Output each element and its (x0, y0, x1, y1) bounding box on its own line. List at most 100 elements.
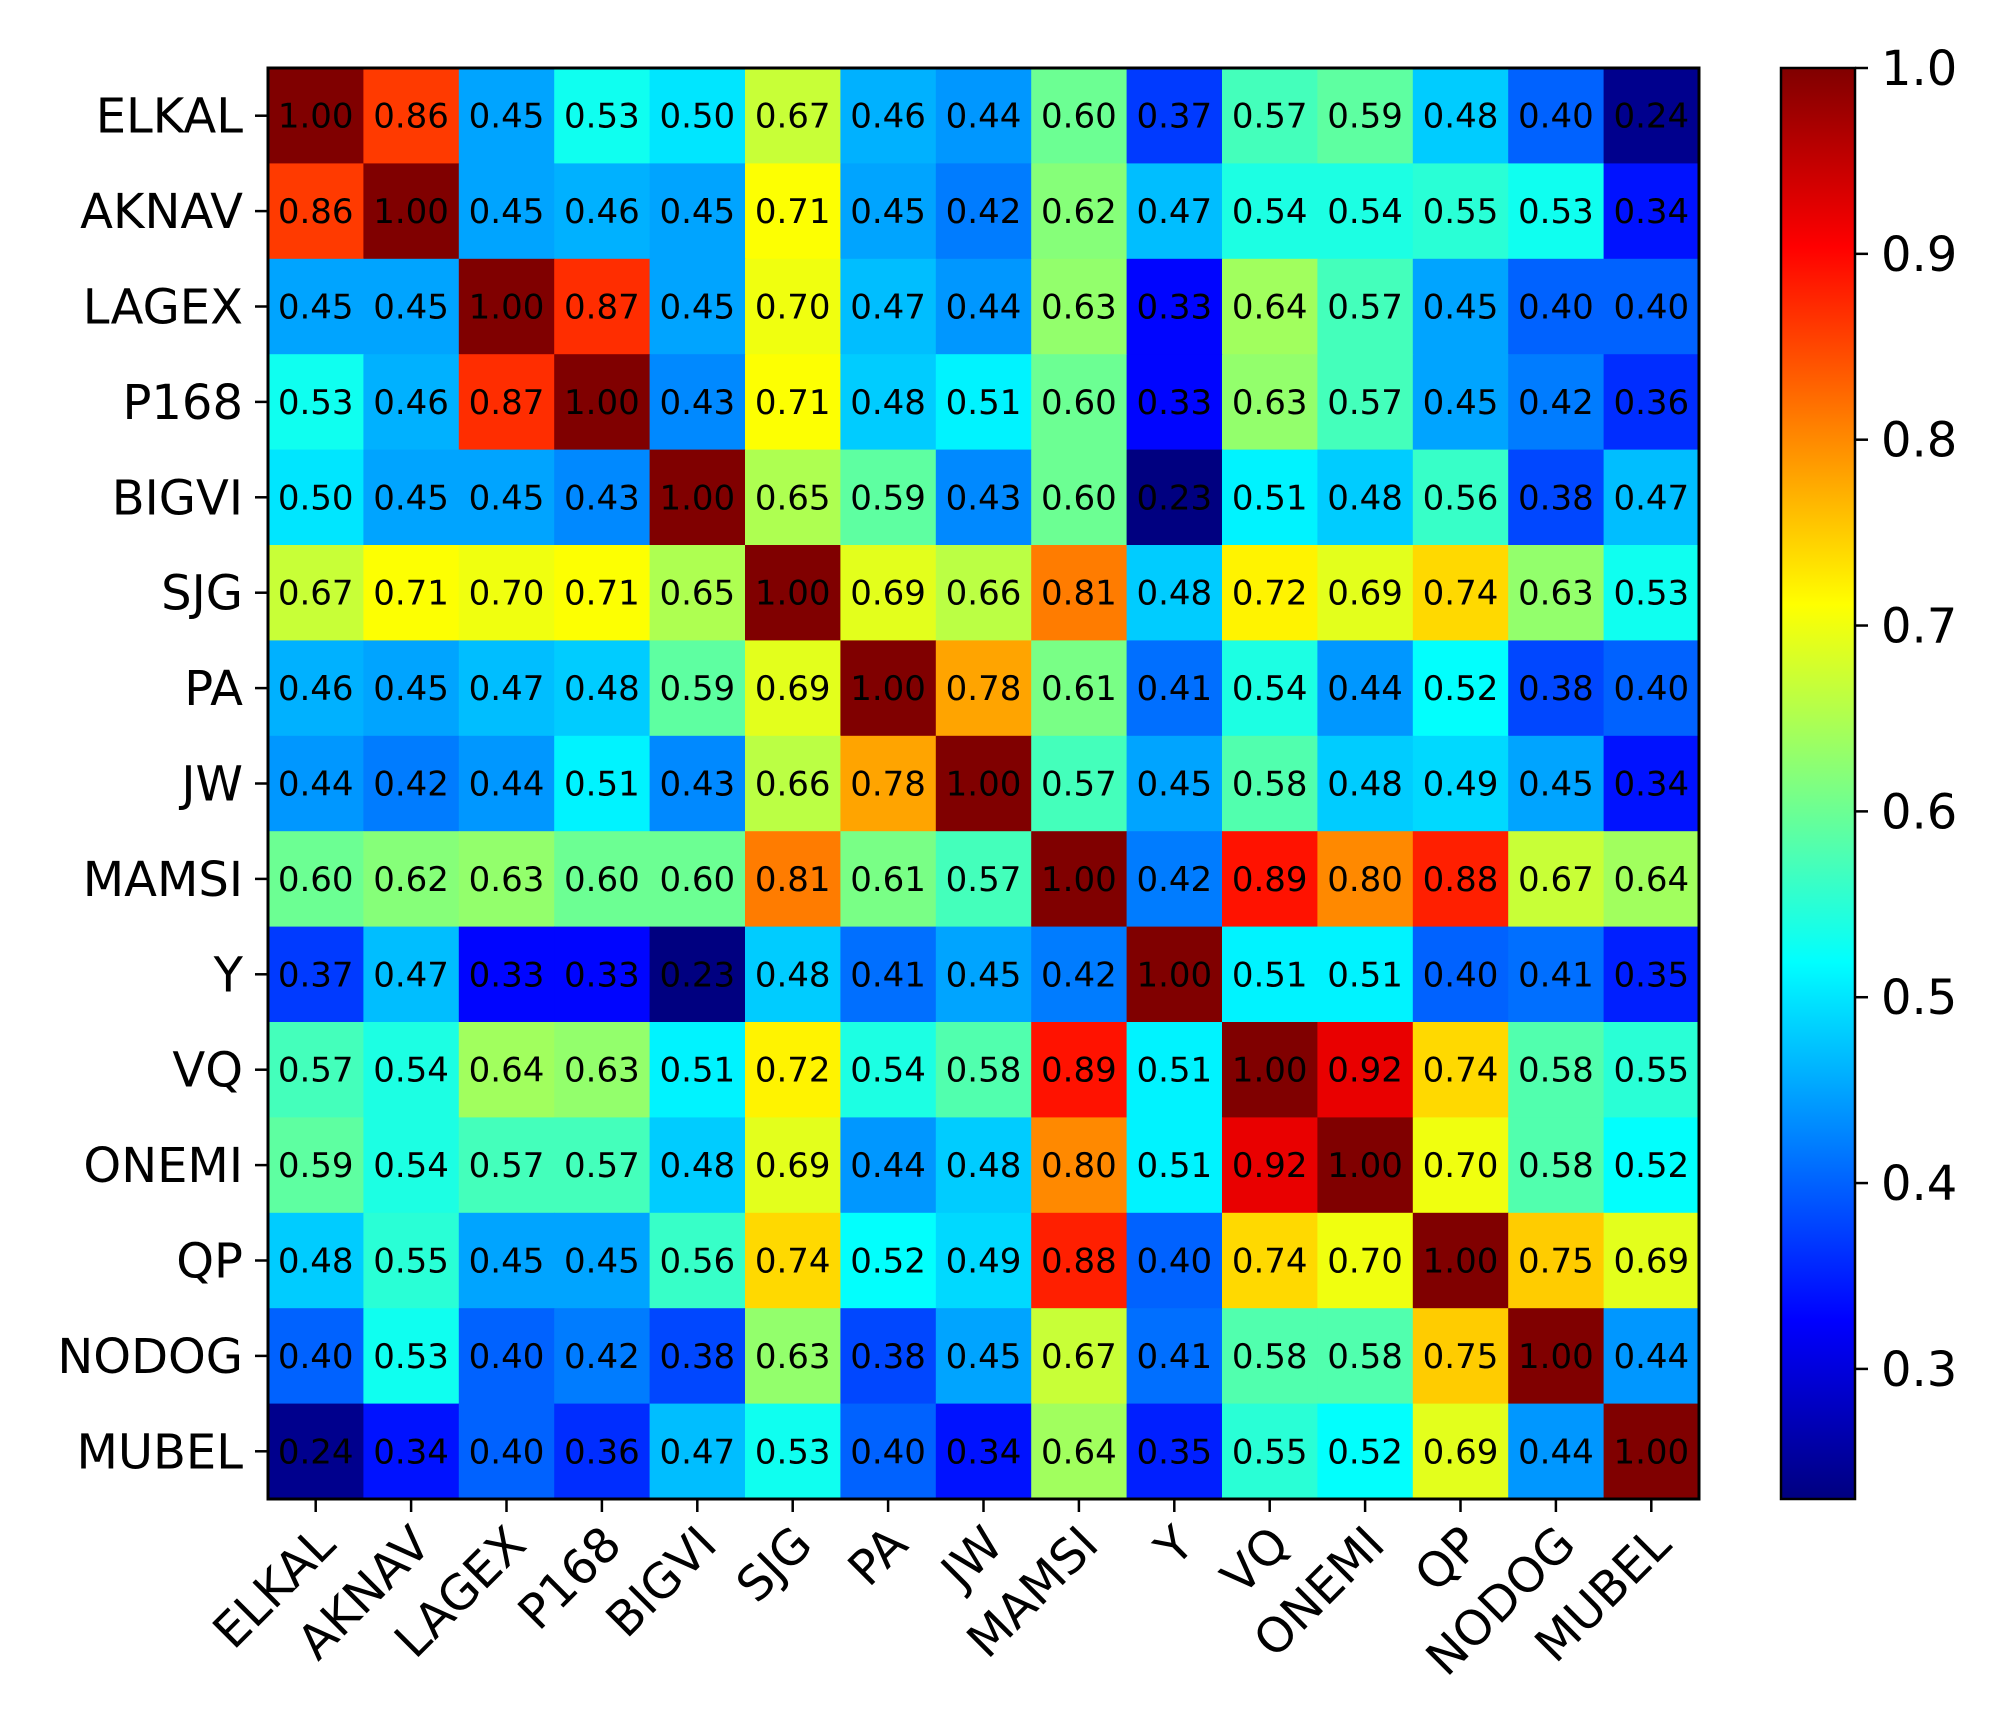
heatmap-cell-lagex-pa (840, 258, 937, 355)
heatmap-cell-pa-pa (840, 640, 937, 737)
heatmap-cell-sjg-qp (1412, 545, 1509, 641)
heatmap-cell-sjg-pa (840, 545, 937, 641)
cell-value-label: 0.48 (659, 1146, 735, 1186)
heatmap-cell-onemi-mamsi (1031, 1117, 1128, 1214)
heatmap-cell-elkal-nodog (1508, 68, 1605, 164)
cell-value-label: 0.69 (755, 669, 831, 709)
cell-value-label: 0.47 (1613, 478, 1689, 518)
heatmap-cell-mamsi-pa (840, 831, 937, 928)
cell-value-label: 0.53 (1518, 192, 1594, 232)
cell-value-label: 0.35 (1136, 1432, 1212, 1472)
cell-value-label: 0.44 (1327, 669, 1403, 709)
heatmap-cell-nodog-p168 (554, 1308, 651, 1405)
cell-value-label: 0.23 (1136, 478, 1212, 518)
heatmap-cell-bigvi-pa (840, 449, 937, 546)
cell-value-label: 0.51 (1327, 955, 1403, 995)
cell-value-label: 0.48 (278, 1242, 354, 1282)
heatmap-cell-mubel-nodog (1508, 1403, 1605, 1500)
heatmap-cell-y-qp (1412, 926, 1509, 1023)
cell-value-label: 0.65 (659, 574, 735, 614)
cell-value-label: 0.70 (469, 574, 545, 614)
cell-value-label: 0.48 (1136, 574, 1212, 614)
heatmap-cell-mamsi-aknav (363, 831, 460, 928)
cell-value-label: 0.88 (1041, 1242, 1117, 1282)
cell-value-label: 0.58 (1232, 765, 1308, 805)
heatmap-cell-pa-mubel (1603, 640, 1700, 737)
cell-value-label: 0.40 (850, 1432, 926, 1472)
heatmap-cell-bigvi-sjg (745, 449, 841, 546)
heatmap-cell-mubel-sjg (745, 1403, 841, 1500)
cell-value-label: 0.63 (564, 1051, 640, 1091)
y-tick-label: PA (184, 661, 243, 717)
cell-value-label: 0.45 (659, 192, 735, 232)
y-tick-label: LAGEX (83, 280, 243, 336)
cell-value-label: 0.64 (1232, 288, 1308, 328)
heatmap-cell-mubel-lagex (458, 1403, 555, 1500)
heatmap-cell-elkal-jw (935, 68, 1032, 164)
heatmap-cell-vq-jw (935, 1022, 1032, 1118)
cell-value-label: 0.89 (1041, 1051, 1117, 1091)
cell-value-label: 0.41 (1136, 1337, 1212, 1377)
cell-value-label: 0.80 (1327, 860, 1403, 900)
cell-value-label: 0.53 (1613, 574, 1689, 614)
heatmap-cell-nodog-mubel (1603, 1308, 1700, 1405)
cell-value-label: 0.46 (373, 383, 449, 423)
cell-value-label: 0.41 (850, 955, 926, 995)
heatmap-cell-lagex-elkal (268, 258, 364, 355)
heatmap-cell-elkal-p168 (554, 68, 651, 164)
heatmap-cell-mamsi-sjg (745, 831, 841, 928)
cell-value-label: 0.54 (1232, 192, 1308, 232)
cell-value-label: 0.71 (564, 574, 640, 614)
y-tick-label: ONEMI (83, 1138, 243, 1194)
heatmap-cell-p168-y (1126, 354, 1223, 451)
heatmap-cell-qp-mamsi (1031, 1212, 1128, 1309)
cell-value-label: 0.69 (850, 574, 926, 614)
heatmap-cell-mamsi-nodog (1508, 831, 1605, 928)
cell-value-label: 0.33 (469, 955, 545, 995)
heatmap-cell-sjg-elkal (268, 545, 364, 641)
cell-value-label: 0.44 (946, 288, 1022, 328)
heatmap-cell-onemi-pa (840, 1117, 937, 1214)
heatmap-cell-onemi-y (1126, 1117, 1223, 1214)
heatmap-cell-pa-lagex (458, 640, 555, 737)
heatmap-cell-jw-vq (1222, 735, 1318, 832)
cell-value-label: 0.35 (1613, 955, 1689, 995)
cell-value-label: 0.46 (278, 669, 354, 709)
heatmap-cell-elkal-lagex (458, 68, 555, 164)
heatmap-cell-mubel-mamsi (1031, 1403, 1128, 1500)
cell-value-label: 0.69 (1327, 574, 1403, 614)
heatmap-cell-qp-qp (1412, 1212, 1509, 1309)
cell-value-label: 0.44 (469, 765, 545, 805)
cell-value-label: 1.00 (755, 574, 831, 614)
cell-value-label: 0.43 (659, 765, 735, 805)
cell-value-label: 0.48 (1327, 765, 1403, 805)
cell-value-label: 0.48 (946, 1146, 1022, 1186)
heatmap-cell-mubel-y (1126, 1403, 1223, 1500)
cell-value-label: 0.33 (564, 955, 640, 995)
heatmap-cell-aknav-sjg (745, 163, 841, 260)
heatmap-cell-onemi-vq (1222, 1117, 1318, 1214)
heatmap-cell-lagex-bigvi (649, 258, 746, 355)
cell-value-label: 0.60 (1041, 97, 1117, 137)
heatmap-cell-jw-bigvi (649, 735, 746, 832)
cell-value-label: 0.40 (469, 1337, 545, 1377)
heatmap-cell-mubel-vq (1222, 1403, 1318, 1500)
cell-value-label: 1.00 (1518, 1337, 1594, 1377)
heatmap-cell-pa-p168 (554, 640, 651, 737)
heatmap-cell-pa-qp (1412, 640, 1509, 737)
cell-value-label: 0.36 (1613, 383, 1689, 423)
cell-value-label: 0.57 (1327, 288, 1403, 328)
y-tick-label: JW (178, 757, 243, 813)
heatmap-cell-pa-onemi (1317, 640, 1414, 737)
heatmap-cell-aknav-jw (935, 163, 1032, 260)
heatmap-cell-jw-lagex (458, 735, 555, 832)
heatmap-cell-nodog-qp (1412, 1308, 1509, 1405)
heatmap-cell-jw-onemi (1317, 735, 1414, 832)
heatmap-cell-qp-bigvi (649, 1212, 746, 1309)
cell-value-label: 0.47 (659, 1432, 735, 1472)
heatmap-cell-pa-y (1126, 640, 1223, 737)
heatmap-cell-vq-sjg (745, 1022, 841, 1118)
heatmap-cell-qp-y (1126, 1212, 1223, 1309)
heatmap-cell-jw-jw (935, 735, 1032, 832)
heatmap-cell-bigvi-nodog (1508, 449, 1605, 546)
